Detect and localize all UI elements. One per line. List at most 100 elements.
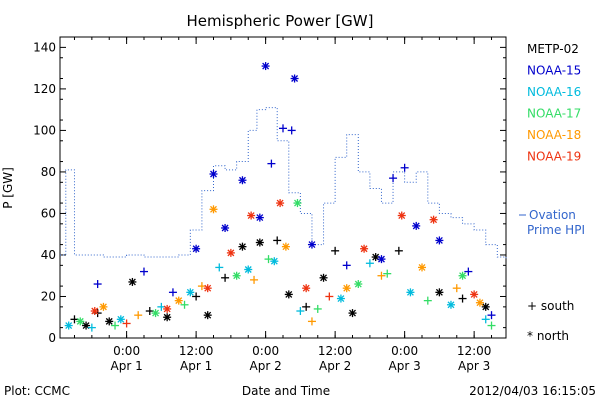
marker bbox=[197, 282, 206, 291]
marker bbox=[279, 124, 287, 133]
marker-d2 bbox=[418, 263, 426, 271]
marker-d2 bbox=[91, 307, 99, 315]
x-tick-label: 0:00 bbox=[252, 344, 279, 358]
marker bbox=[276, 199, 285, 208]
marker bbox=[99, 302, 108, 311]
legend: METP-02 NOAA-15 NOAA-16 NOAA-17 NOAA-18 NOAA-… bbox=[527, 42, 581, 164]
chart-title: Hemispheric Power [GW] bbox=[187, 12, 374, 30]
marker bbox=[458, 271, 467, 280]
marker bbox=[487, 311, 496, 320]
x-tick-sublabel: Apr 1 bbox=[180, 359, 212, 373]
marker bbox=[435, 288, 444, 297]
legend-entry: NOAA-18 bbox=[527, 128, 581, 142]
marker bbox=[446, 300, 455, 309]
marker-d2 bbox=[372, 253, 380, 261]
marker bbox=[418, 263, 427, 272]
marker-d2 bbox=[210, 205, 217, 213]
marker bbox=[76, 317, 85, 326]
footer-plot-credit: Plot: CCMC bbox=[4, 384, 70, 398]
marker-d2 bbox=[192, 245, 200, 253]
marker-d2 bbox=[378, 255, 385, 263]
marker bbox=[134, 311, 143, 320]
marker bbox=[307, 240, 316, 249]
marker-d2 bbox=[76, 317, 84, 325]
marker bbox=[475, 298, 484, 307]
marker bbox=[221, 273, 230, 282]
marker bbox=[174, 296, 183, 305]
marker bbox=[186, 288, 195, 297]
marker-d2 bbox=[262, 62, 270, 70]
marker-d2 bbox=[349, 309, 356, 317]
marker-d2 bbox=[302, 284, 310, 292]
marker-legend: + south * north bbox=[527, 299, 574, 343]
marker-d2 bbox=[276, 199, 284, 207]
marker bbox=[267, 159, 276, 168]
legend-entry: NOAA-15 bbox=[527, 64, 581, 78]
marker bbox=[481, 315, 490, 324]
marker-d2 bbox=[210, 170, 217, 178]
marker-d2 bbox=[117, 315, 125, 323]
marker-d2 bbox=[204, 284, 212, 292]
x-tick-sublabel: Apr 2 bbox=[319, 359, 351, 373]
marker bbox=[64, 321, 73, 330]
marker bbox=[284, 290, 293, 299]
marker-d2 bbox=[128, 278, 136, 286]
marker bbox=[209, 170, 218, 179]
marker bbox=[365, 259, 374, 268]
marker bbox=[244, 265, 253, 274]
y-tick-label: 20 bbox=[41, 289, 56, 303]
x-tick-sublabel: Apr 3 bbox=[458, 359, 490, 373]
marker bbox=[400, 163, 409, 172]
marker bbox=[313, 304, 322, 313]
x-tick-sublabel: Apr 3 bbox=[389, 359, 421, 373]
y-axis: 0 20 40 60 80 100 120 140 bbox=[33, 40, 506, 345]
marker bbox=[157, 302, 166, 311]
marker bbox=[232, 271, 241, 280]
marker-d2 bbox=[470, 290, 478, 298]
marker bbox=[105, 317, 114, 326]
marker bbox=[273, 236, 282, 245]
marker bbox=[290, 74, 299, 83]
marker bbox=[180, 300, 189, 309]
marker-d2 bbox=[447, 301, 455, 309]
marker-d2 bbox=[343, 284, 351, 292]
marker-d2 bbox=[285, 290, 293, 298]
marker-d2 bbox=[204, 311, 212, 319]
marker bbox=[394, 246, 403, 255]
marker bbox=[331, 246, 340, 255]
marker bbox=[302, 302, 311, 311]
marker-d2 bbox=[430, 216, 438, 224]
marker-d2 bbox=[163, 305, 171, 313]
marker-legend-entry: + south bbox=[527, 299, 574, 313]
marker bbox=[128, 277, 137, 286]
marker-d2 bbox=[238, 243, 246, 251]
marker-d2 bbox=[435, 288, 443, 296]
marker bbox=[139, 267, 148, 276]
marker-d2 bbox=[435, 236, 443, 244]
marker bbox=[82, 321, 91, 330]
marker bbox=[481, 302, 490, 311]
marker-d2 bbox=[308, 241, 316, 249]
marker bbox=[250, 275, 259, 284]
y-tick-label: 100 bbox=[33, 123, 56, 137]
y-axis-label: P [GW] bbox=[1, 167, 15, 209]
marker-d2 bbox=[406, 288, 414, 296]
marker bbox=[90, 307, 99, 316]
marker-d2 bbox=[459, 272, 467, 280]
marker bbox=[371, 253, 380, 262]
marker-d2 bbox=[256, 214, 264, 222]
marker bbox=[116, 315, 125, 324]
marker bbox=[342, 261, 351, 270]
marker bbox=[93, 280, 102, 289]
marker bbox=[336, 294, 345, 303]
marker bbox=[377, 271, 386, 280]
marker-d2 bbox=[360, 245, 368, 253]
marker bbox=[209, 205, 218, 214]
marker-d2 bbox=[270, 257, 278, 265]
x-tick-label: 12:00 bbox=[457, 344, 492, 358]
marker bbox=[389, 174, 398, 183]
legend-entry: METP-02 bbox=[527, 42, 579, 56]
marker-d2 bbox=[99, 303, 107, 311]
marker-d2 bbox=[256, 239, 264, 246]
marker-d2 bbox=[244, 266, 252, 273]
